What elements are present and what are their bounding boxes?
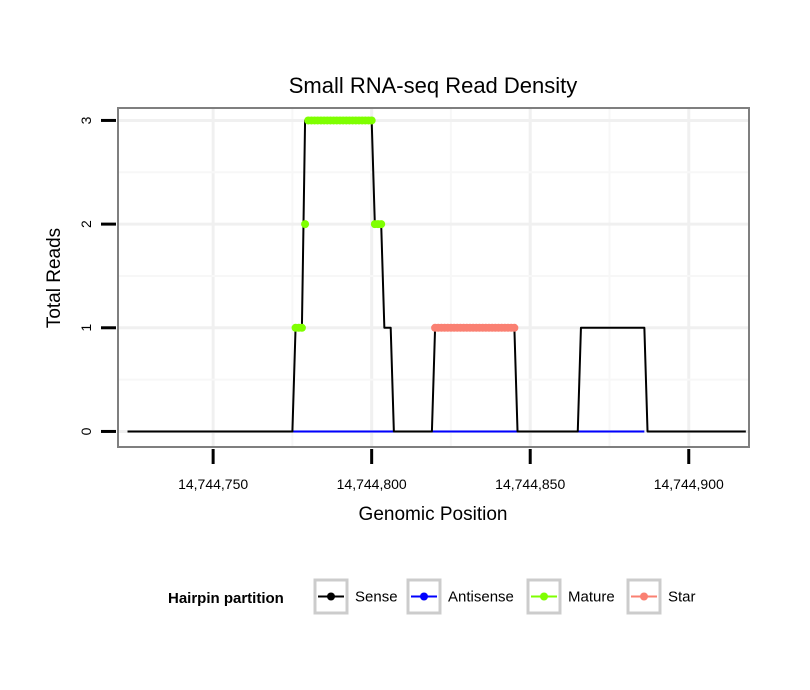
legend-point-mature xyxy=(540,592,548,601)
y-tick-label: 3 xyxy=(78,116,94,124)
series-mature-point xyxy=(301,220,310,229)
series-mature-point xyxy=(297,323,306,332)
y-tick-label: 0 xyxy=(78,427,94,435)
series-star-point xyxy=(510,323,519,332)
y-tick-label: 2 xyxy=(78,220,94,228)
series-mature-point xyxy=(367,116,376,125)
x-tick-label: 14,744,800 xyxy=(337,476,407,492)
legend-point-sense xyxy=(327,592,335,601)
legend-label-antisense: Antisense xyxy=(448,589,514,606)
plot-panel-border xyxy=(117,107,750,448)
legend-label-mature: Mature xyxy=(568,589,615,606)
x-tick-label: 14,744,850 xyxy=(495,476,565,492)
x-axis-label: Genomic Position xyxy=(359,504,508,525)
legend-label-sense: Sense xyxy=(355,589,398,606)
legend-title: Hairpin partition xyxy=(168,590,284,607)
legend-point-antisense xyxy=(420,592,428,601)
x-tick-label: 14,744,750 xyxy=(178,476,248,492)
series-sense-line xyxy=(127,119,746,433)
y-axis-label: Total Reads xyxy=(44,228,65,328)
series-layer xyxy=(127,116,746,433)
axes: 14,744,750 14,744,800 14,744,850 14,744,900… xyxy=(78,116,724,492)
chart-title: Small RNA-seq Read Density xyxy=(289,73,578,98)
legend: Hairpin partition Sense Antisense Mature St… xyxy=(168,578,696,615)
legend-label-star: Star xyxy=(668,589,696,606)
series-mature-point xyxy=(377,220,386,229)
y-tick-label: 1 xyxy=(78,324,94,332)
x-tick-label: 14,744,900 xyxy=(654,476,724,492)
legend-point-star xyxy=(640,592,648,601)
